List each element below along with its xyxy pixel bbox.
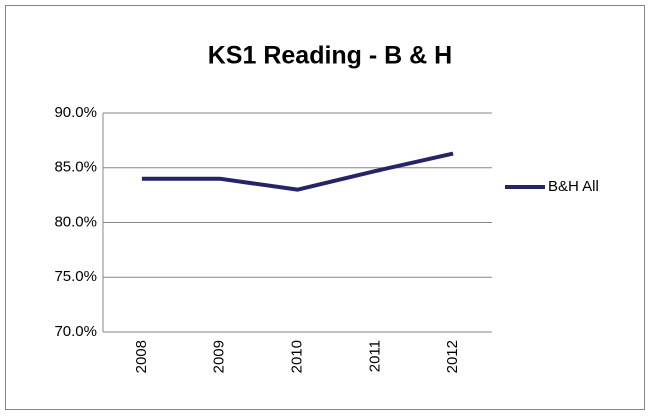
x-tick-label: 2011 <box>366 340 383 372</box>
chart-title: KS1 Reading - B & H <box>208 42 452 70</box>
y-tick-label: 70.0% <box>54 323 97 340</box>
y-tick-label: 85.0% <box>54 159 97 176</box>
x-tick-label: 2012 <box>444 340 461 373</box>
x-tick-label: 2010 <box>288 340 305 373</box>
x-tick-label: 2008 <box>133 340 150 373</box>
series-line <box>141 151 454 192</box>
x-tick-label: 2009 <box>211 340 228 373</box>
y-tick-label: 80.0% <box>54 213 97 230</box>
y-tick-label: 75.0% <box>54 268 97 285</box>
chart-border <box>5 5 645 410</box>
legend-label: B&H All <box>548 178 599 195</box>
y-tick-label: 90.0% <box>54 104 97 121</box>
